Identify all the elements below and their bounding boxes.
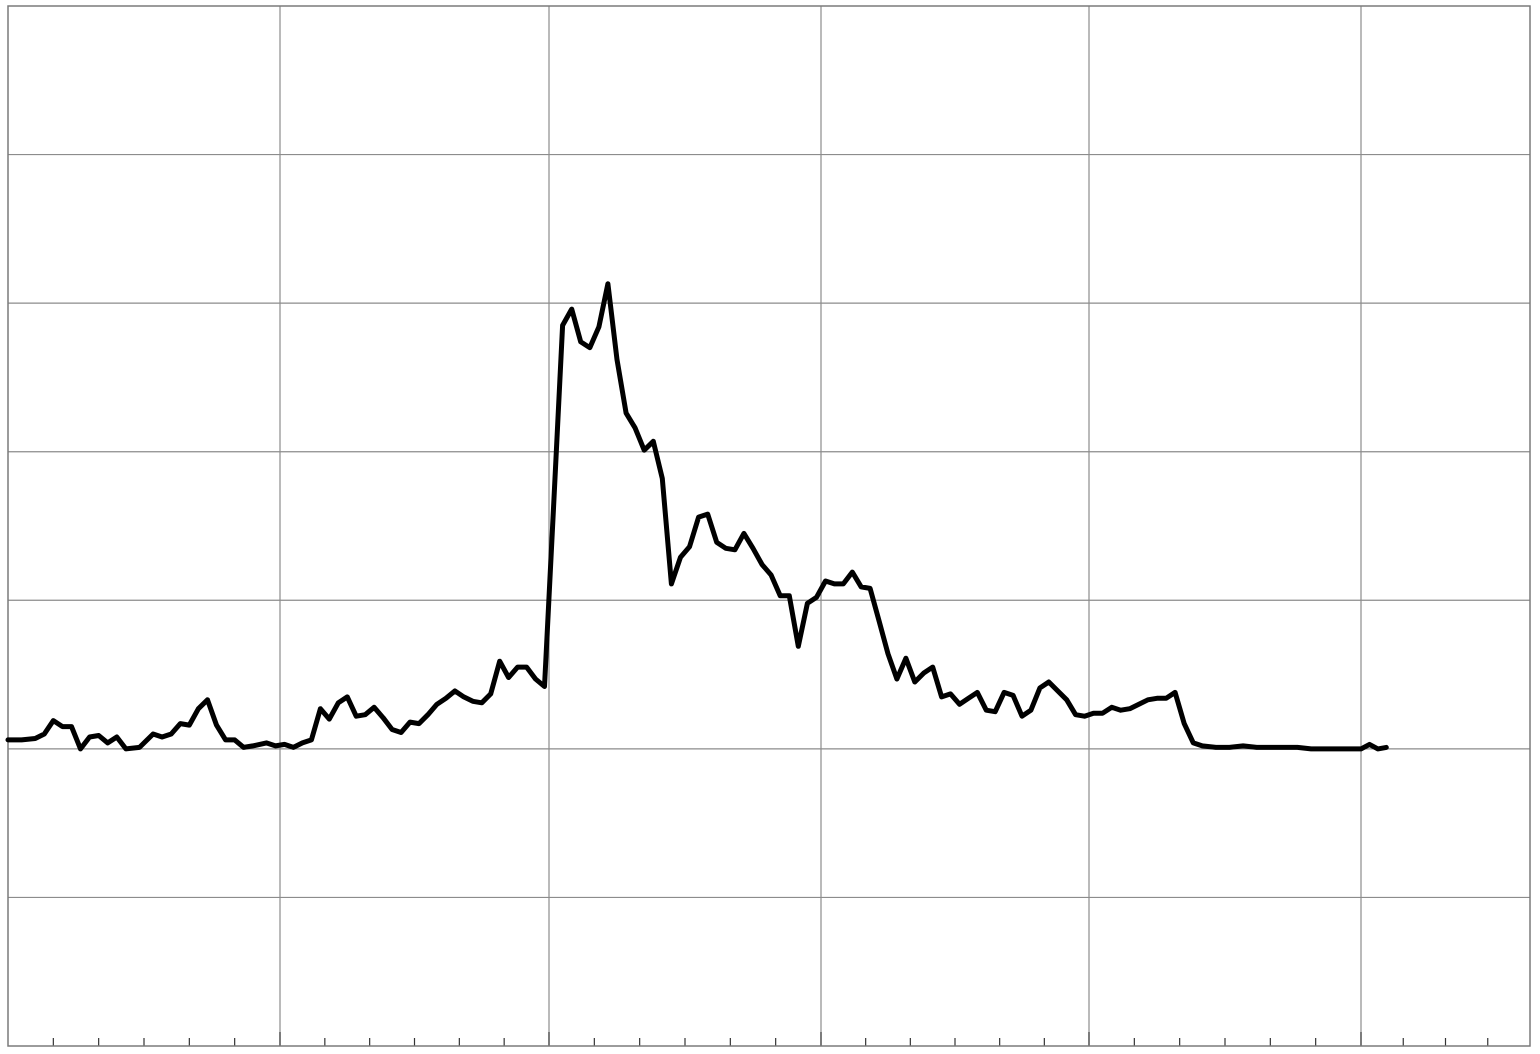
series-layer [5, 281, 1389, 752]
x-axis-ticks [52, 1032, 1489, 1046]
plot-frame [7, 5, 1531, 1047]
series-line [5, 281, 1389, 752]
grid [8, 6, 1530, 1046]
